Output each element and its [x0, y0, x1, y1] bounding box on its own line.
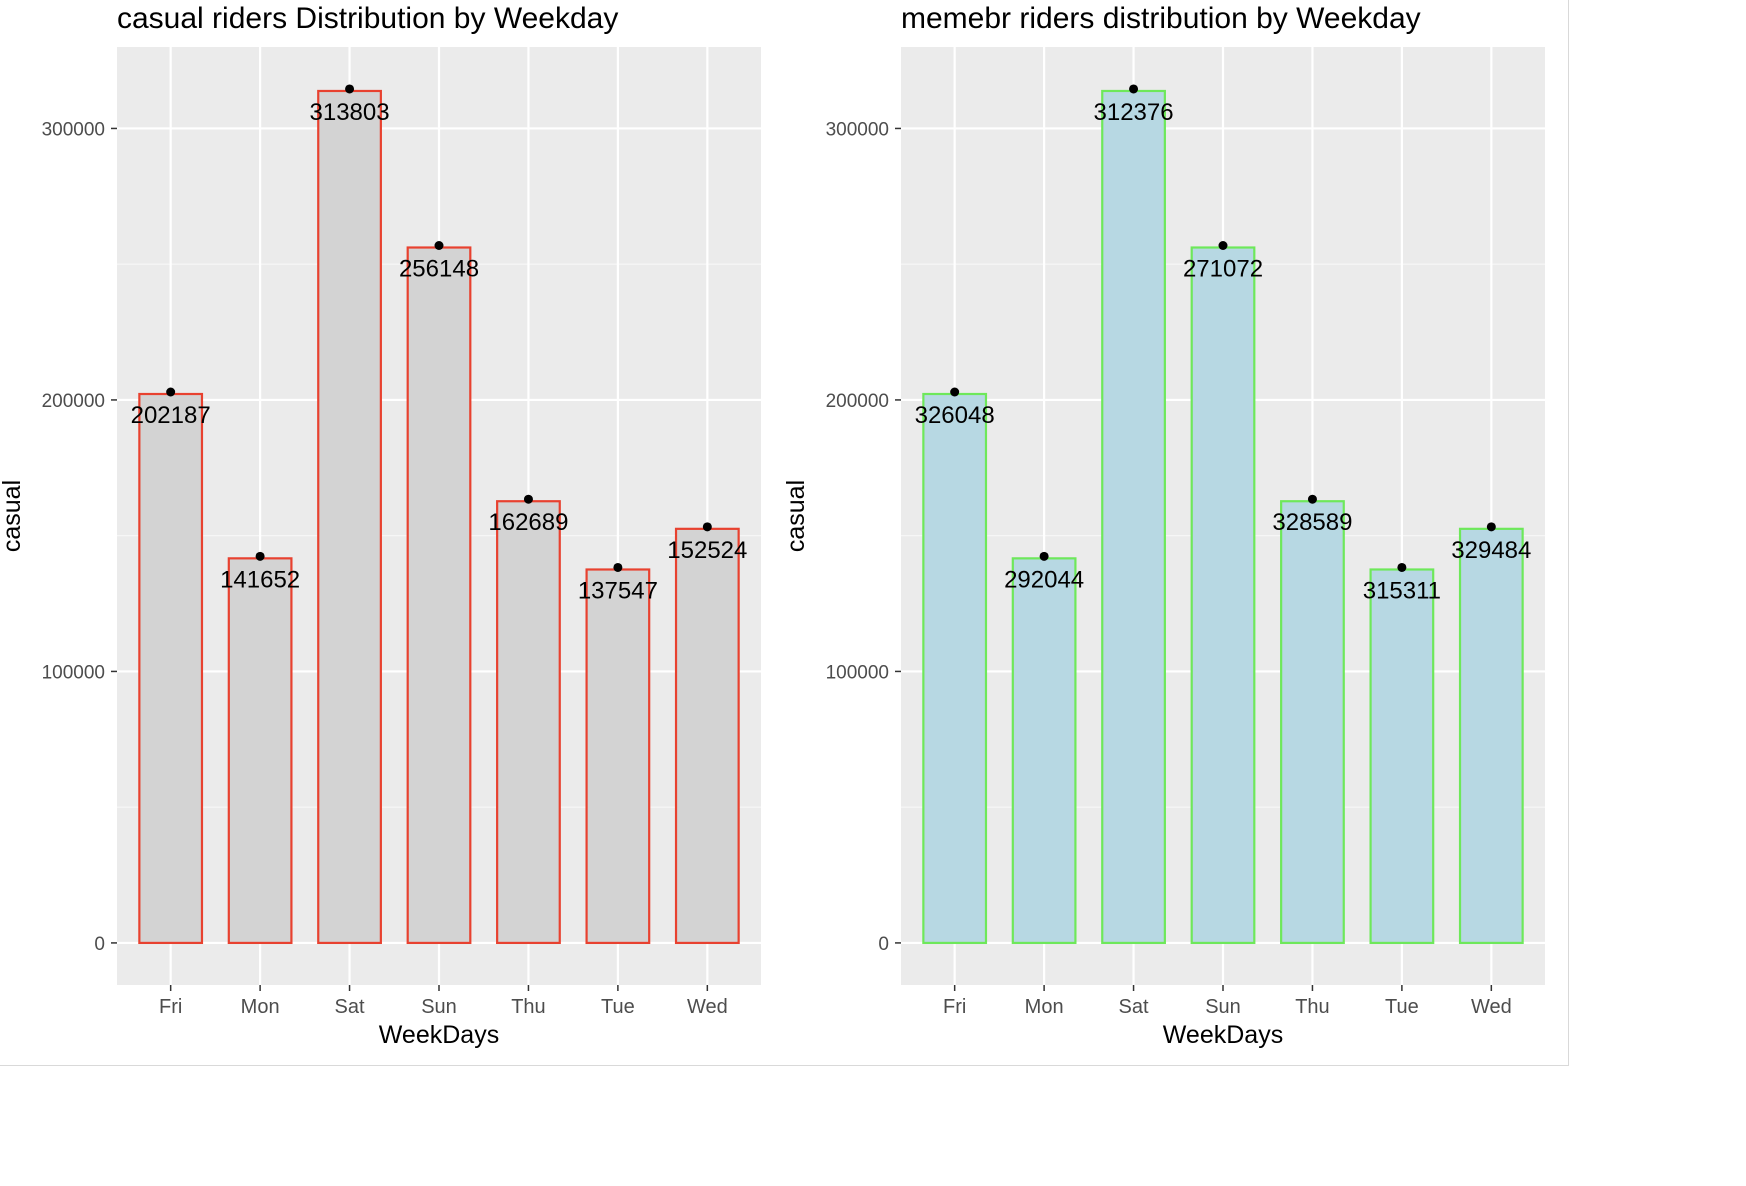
bar-point-thu [1307, 494, 1317, 504]
x-tick-label-fri: Fri [943, 996, 966, 1018]
bar-point-tue [1397, 562, 1407, 572]
data-label-thu: 162689 [488, 509, 568, 536]
y-axis-title: casual [782, 480, 810, 552]
x-tick-label-sun: Sun [1205, 996, 1241, 1018]
bar-fri [922, 392, 988, 945]
data-label-fri: 202187 [131, 402, 211, 429]
y-tick-label: 200000 [42, 391, 105, 412]
x-tick-label-sat: Sat [335, 996, 365, 1018]
bar-thu [1280, 500, 1345, 945]
bar-point-sat [345, 84, 355, 94]
bar-sat [1101, 89, 1166, 945]
data-label-mon: 292044 [1004, 566, 1084, 593]
chart-title: casual riders Distribution by Weekday [117, 2, 618, 35]
bar-point-wed [1486, 522, 1496, 532]
bar-point-mon [255, 551, 265, 561]
x-tick-label-thu: Thu [511, 996, 545, 1018]
bar-tue [1369, 568, 1435, 945]
bar-point-sat [1129, 84, 1139, 94]
bar-point-wed [702, 522, 712, 532]
data-label-sat: 313803 [310, 99, 390, 126]
x-tick-label-mon: Mon [241, 996, 280, 1018]
bar-tue [585, 568, 651, 945]
y-axis-title: casual [0, 480, 26, 552]
bar-wed [1458, 527, 1524, 945]
x-tick-label-wed: Wed [1471, 996, 1512, 1018]
bar-wed [674, 527, 740, 945]
data-label-wed: 329484 [1451, 537, 1531, 564]
x-tick-label-tue: Tue [601, 996, 635, 1018]
y-tick-label: 0 [878, 934, 889, 955]
y-tick-label: 0 [94, 934, 105, 955]
y-tick-label: 200000 [826, 391, 889, 412]
bar-sun [406, 246, 472, 945]
x-tick-label-wed: Wed [687, 996, 728, 1018]
x-tick-label-tue: Tue [1385, 996, 1419, 1018]
bar-point-tue [613, 562, 623, 572]
x-tick-label-sat: Sat [1119, 996, 1149, 1018]
data-label-tue: 315311 [1363, 577, 1441, 604]
data-label-thu: 328589 [1272, 509, 1352, 536]
x-tick-label-sun: Sun [421, 996, 457, 1018]
y-tick-label: 300000 [826, 119, 889, 140]
data-label-sat: 312376 [1094, 99, 1174, 126]
bar-point-sun [434, 241, 444, 251]
bar-sat [317, 89, 382, 945]
bar-point-thu [523, 494, 533, 504]
y-tick-label: 300000 [42, 119, 105, 140]
y-tick-label: 100000 [826, 662, 889, 683]
data-label-mon: 141652 [220, 566, 300, 593]
x-tick-label-fri: Fri [159, 996, 182, 1018]
bar-fri [138, 392, 204, 945]
bar-point-fri [166, 387, 176, 397]
x-tick-label-mon: Mon [1025, 996, 1064, 1018]
bar-sun [1190, 246, 1256, 945]
figure: 202187 141652 313803 256148 162689 137547 1525… [0, 0, 1569, 1066]
bar-point-fri [950, 387, 960, 397]
data-label-tue: 137547 [578, 577, 658, 604]
bar-point-sun [1218, 241, 1228, 251]
bar-thu [496, 500, 561, 945]
data-label-fri: 326048 [915, 402, 995, 429]
x-axis-title: WeekDays [1163, 1021, 1283, 1049]
chart-panel-1: 202187 141652 313803 256148 162689 137547 1525… [0, 2, 761, 1049]
bar-point-mon [1039, 551, 1049, 561]
chart-panel-2: 326048 292044 312376 271072 328589 315311 3294… [782, 2, 1545, 1049]
bar-mon [1011, 557, 1077, 945]
bar-mon [227, 557, 293, 945]
x-axis-title: WeekDays [379, 1021, 499, 1049]
x-tick-label-thu: Thu [1295, 996, 1329, 1018]
y-tick-label: 100000 [42, 662, 105, 683]
data-label-sun: 271072 [1183, 256, 1263, 283]
data-label-sun: 256148 [399, 256, 479, 283]
chart-canvas: 202187 141652 313803 256148 162689 137547 1525… [0, 2, 1545, 1049]
chart-title: memebr riders distribution by Weekday [901, 2, 1421, 35]
data-label-wed: 152524 [667, 537, 747, 564]
